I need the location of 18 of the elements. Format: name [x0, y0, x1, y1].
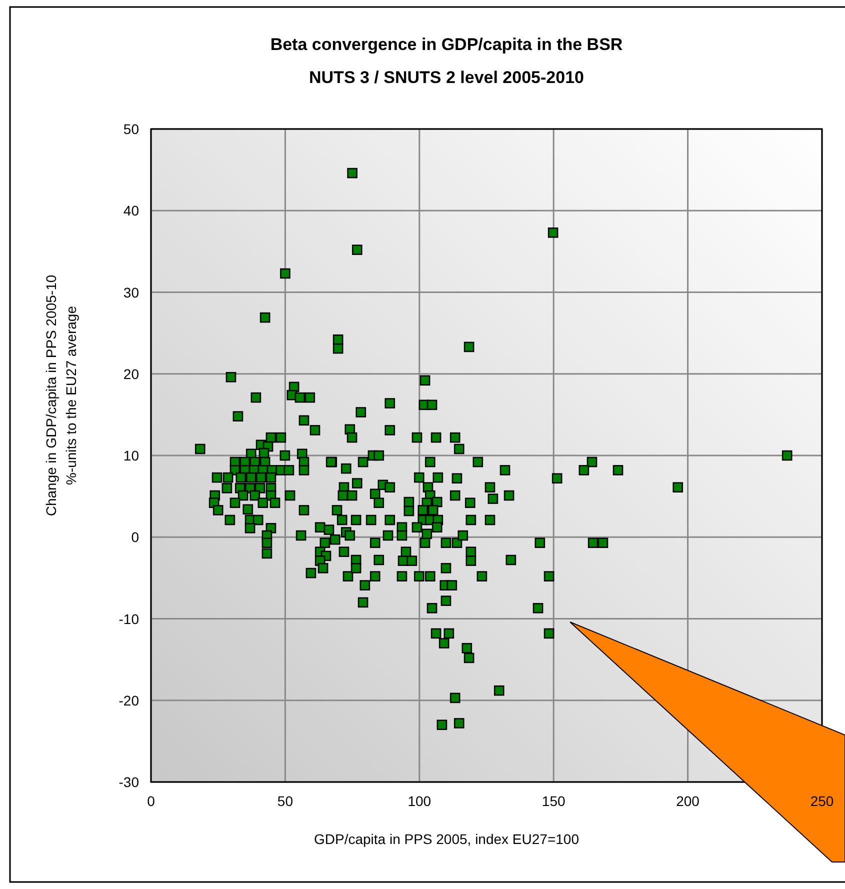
- y-tick-label: 50: [123, 121, 140, 137]
- x-tick-label: 100: [408, 793, 432, 809]
- y-tick-label: 10: [123, 448, 140, 464]
- chart-title: Beta convergence in GDP/capita in the BSR NUTS 3 / SNUTS 2 level 2005-2010: [270, 35, 623, 87]
- y-tick-label: -10: [118, 610, 140, 627]
- y-axis-title: Change in GDP/capita in PPS 2005-10 %-units to the EU27 average: [43, 274, 79, 516]
- y-tick-label: -20: [118, 692, 140, 708]
- x-tick-label: 0: [147, 793, 156, 809]
- x-tick-label: 250: [810, 793, 834, 809]
- x-tick-label: 200: [676, 793, 700, 809]
- y-tick-label: -30: [118, 774, 140, 790]
- x-tick-label: 50: [277, 793, 294, 809]
- y-tick-label: 0: [131, 529, 140, 546]
- x-tick-label: 150: [542, 793, 566, 809]
- y-tick-label: 30: [123, 284, 140, 300]
- y-tick-label: 20: [123, 366, 140, 382]
- y-tick-label: 40: [123, 202, 140, 219]
- x-axis-title: GDP/capita in PPS 2005, index EU27=100: [314, 831, 580, 847]
